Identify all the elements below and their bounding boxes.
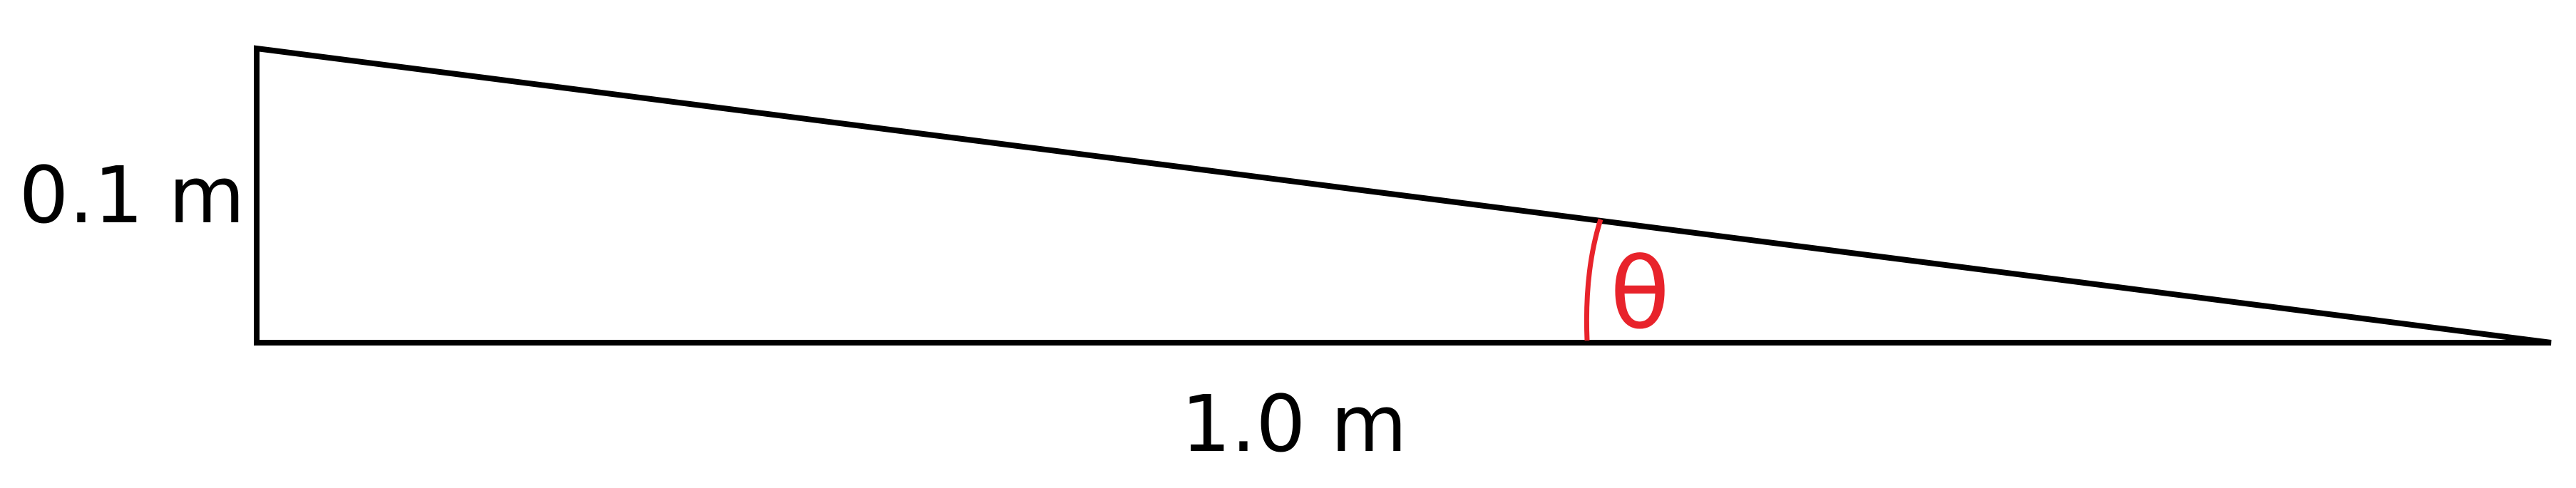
base-label: 1.0 m [1181,378,1407,469]
angle-label: θ [1610,237,1670,351]
angle-arc [1584,218,1603,341]
height-label: 0.1 m [19,150,245,241]
ramp-triangle [254,45,2552,346]
